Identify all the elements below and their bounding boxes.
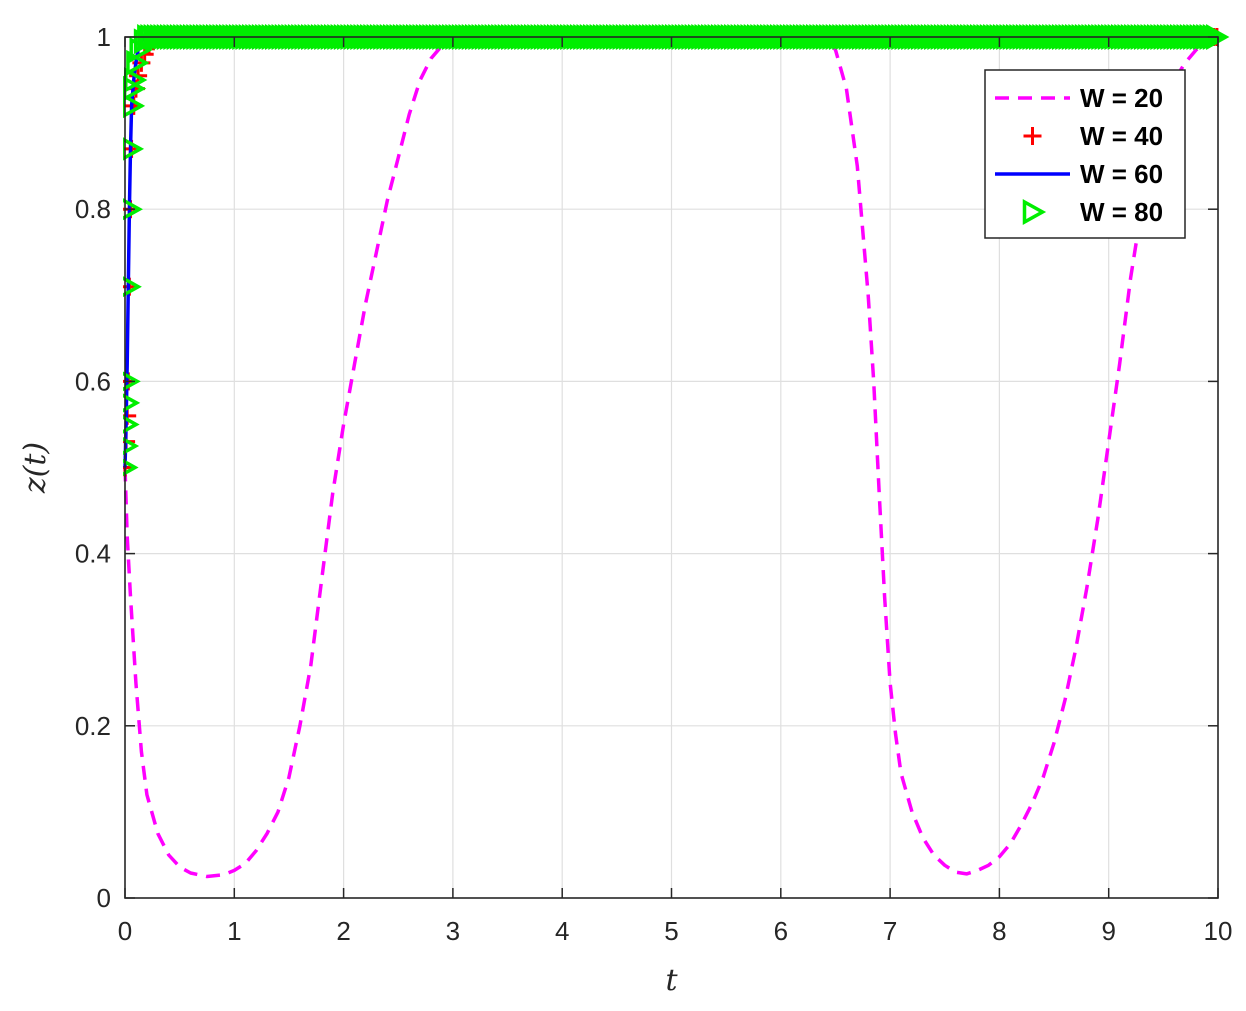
x-tick-label: 0: [118, 916, 132, 946]
data-point: [123, 198, 143, 221]
y-tick-label: 0.4: [75, 539, 111, 569]
x-axis-label: t: [665, 963, 678, 998]
y-tick-label: 0.6: [75, 366, 111, 396]
data-point: [123, 371, 141, 392]
data-point: [123, 415, 140, 434]
legend-label: W = 40: [1080, 121, 1163, 151]
data-point: [123, 276, 142, 298]
x-tick-label: 5: [664, 916, 678, 946]
y-tick-label: 1: [97, 22, 111, 52]
series-w20: [123, 35, 1219, 879]
y-tick-label: 0.8: [75, 194, 111, 224]
legend-swatch: [1022, 199, 1047, 225]
y-axis-label: z(t): [18, 442, 53, 494]
x-tick-label: 2: [336, 916, 350, 946]
y-tick-label: 0.2: [75, 711, 111, 741]
data-point: [123, 393, 141, 413]
x-tick-label: 9: [1101, 916, 1115, 946]
data-point: [123, 93, 146, 119]
legend-swatch: [1023, 127, 1042, 145]
y-tick-label: 0: [97, 883, 111, 913]
data-point: [123, 458, 139, 477]
legend-label: W = 60: [1080, 159, 1163, 189]
series-line: [123, 35, 1219, 879]
x-tick-label: 4: [555, 916, 569, 946]
x-tick-label: 6: [774, 916, 788, 946]
data-point: [123, 437, 140, 455]
legend: W = 20 W = 40 W = 60 W = 80: [984, 69, 1186, 239]
x-tick-label: 8: [992, 916, 1006, 946]
data-point: [123, 137, 145, 161]
x-tick-label: 10: [1204, 916, 1233, 946]
legend-label: W = 80: [1080, 197, 1163, 227]
x-tick-label: 7: [883, 916, 897, 946]
x-tick-label: 3: [446, 916, 460, 946]
ticks: 0 1 2 3 4 5 6 7 8 9 10 0 0.2 0.4 0.6 0.8 1: [75, 22, 1233, 946]
legend-label: W = 20: [1080, 83, 1163, 113]
x-tick-label: 1: [227, 916, 241, 946]
